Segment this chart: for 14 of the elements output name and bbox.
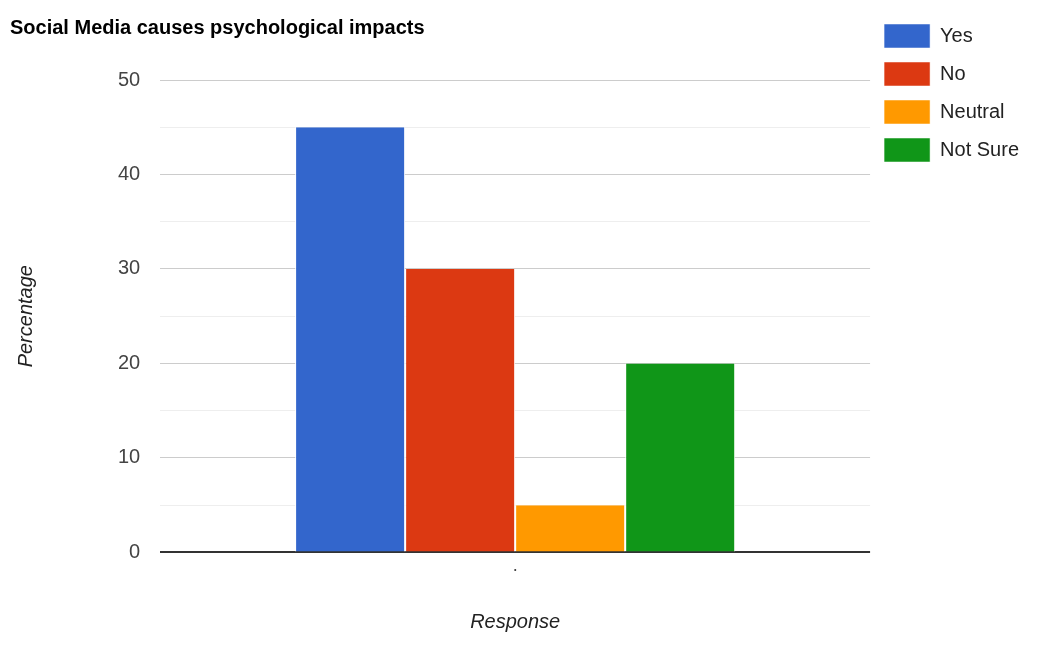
- chart-title: Social Media causes psychological impacts: [10, 15, 425, 38]
- x-tick-label: .: [512, 555, 518, 576]
- legend-label: Neutral: [940, 99, 1005, 122]
- legend-label: No: [940, 61, 966, 84]
- y-tick-label: 40: [118, 162, 141, 184]
- x-axis-title: Response: [470, 609, 561, 632]
- y-axis-title: Percentage: [13, 265, 36, 368]
- y-tick-label: 30: [118, 256, 141, 279]
- y-tick-label: 0: [129, 539, 141, 562]
- y-tick-label: 20: [118, 350, 141, 373]
- legend-label: Not Sure: [940, 137, 1020, 160]
- y-tick-label: 10: [118, 445, 141, 468]
- y-tick-label: 50: [118, 67, 141, 90]
- legend-label: Yes: [940, 23, 973, 46]
